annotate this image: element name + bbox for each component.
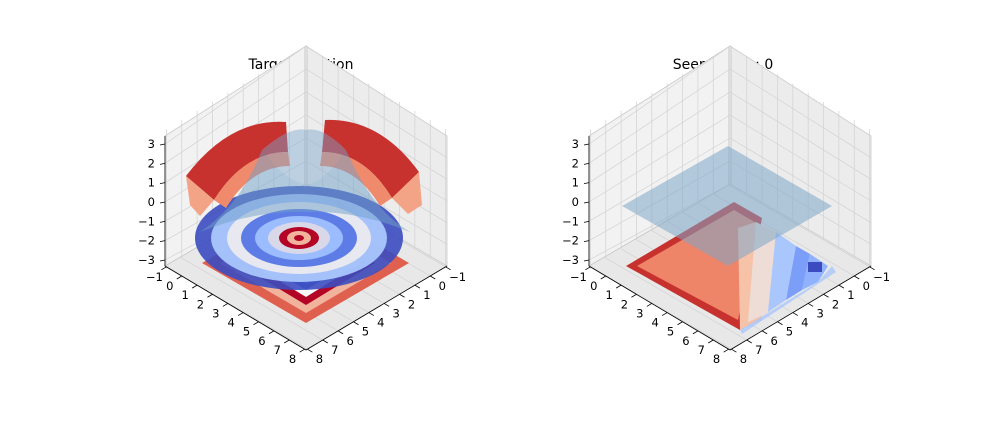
target-function-panel: Target function: [138, 45, 466, 366]
y-tick-label: −1: [873, 270, 890, 284]
y-tick-label: 7: [755, 343, 762, 357]
z-tick-label: −1: [138, 214, 155, 228]
x-tick-label: 6: [682, 334, 689, 348]
x-tick-label: 0: [590, 279, 597, 293]
z-tick-label: 2: [572, 156, 579, 170]
y-tick-label: 8: [316, 352, 323, 366]
z-tick-label: 1: [572, 176, 579, 190]
z-axis-ticks: −3 −2 −1 0 1 2 3: [138, 137, 166, 267]
axis-lines: [164, 136, 448, 351]
z-tick-label: −2: [138, 234, 155, 248]
y-tick-label: 1: [423, 288, 430, 302]
y-tick-label: 4: [801, 316, 808, 330]
z-tick-label: −3: [562, 253, 579, 267]
y-tick-label: 6: [770, 334, 777, 348]
z-tick-label: 0: [572, 195, 579, 209]
y-tick-label: 1: [847, 288, 854, 302]
x-tick-label: 1: [181, 288, 188, 302]
seen-points-panel: Seen points: 0: [562, 45, 890, 366]
y-tick-label: 3: [817, 306, 824, 320]
z-tick-label: −1: [562, 214, 579, 228]
x-tick-label: 8: [289, 352, 296, 366]
z-tick-label: 0: [148, 195, 155, 209]
model-surface: [622, 146, 832, 266]
x-tick-label: 4: [228, 316, 235, 330]
x-tick-label: 2: [197, 297, 204, 311]
y-tick-label: 5: [362, 325, 369, 339]
z-tick-label: −3: [138, 253, 155, 267]
y-tick-label: 4: [377, 316, 384, 330]
x-tick-label: 0: [166, 279, 173, 293]
y-tick-label: 0: [439, 279, 446, 293]
x-tick-label: 7: [698, 343, 705, 357]
model-surface: [200, 129, 410, 232]
x-tick-label: 6: [258, 334, 265, 348]
z-axis-ticks: −3 −2 −1 0 1 2 3: [562, 137, 590, 267]
x-tick-label: 8: [713, 352, 720, 366]
x-tick-label: 3: [636, 306, 643, 320]
x-tick-label: 1: [605, 288, 612, 302]
y-tick-label: −1: [449, 270, 466, 284]
y-tick-label: 6: [346, 334, 353, 348]
y-tick-label: 2: [408, 297, 415, 311]
axis-lines: [588, 136, 872, 351]
z-tick-label: 3: [148, 137, 155, 151]
y-tick-label: 7: [331, 343, 338, 357]
x-tick-label: 7: [274, 343, 281, 357]
y-tick-label: 8: [740, 352, 747, 366]
z-tick-label: −2: [562, 234, 579, 248]
y-tick-label: 2: [832, 297, 839, 311]
z-tick-label: 2: [148, 156, 155, 170]
x-tick-label: 4: [652, 316, 659, 330]
x-tick-label: −1: [570, 270, 587, 284]
x-tick-label: 2: [621, 297, 628, 311]
y-tick-label: 5: [786, 325, 793, 339]
z-tick-label: 3: [572, 137, 579, 151]
y-tick-label: 0: [863, 279, 870, 293]
y-tick-label: 3: [393, 306, 400, 320]
x-tick-label: 5: [667, 325, 674, 339]
x-tick-label: 5: [243, 325, 250, 339]
x-tick-label: 3: [212, 306, 219, 320]
z-tick-label: 1: [148, 176, 155, 190]
x-tick-label: −1: [146, 270, 163, 284]
